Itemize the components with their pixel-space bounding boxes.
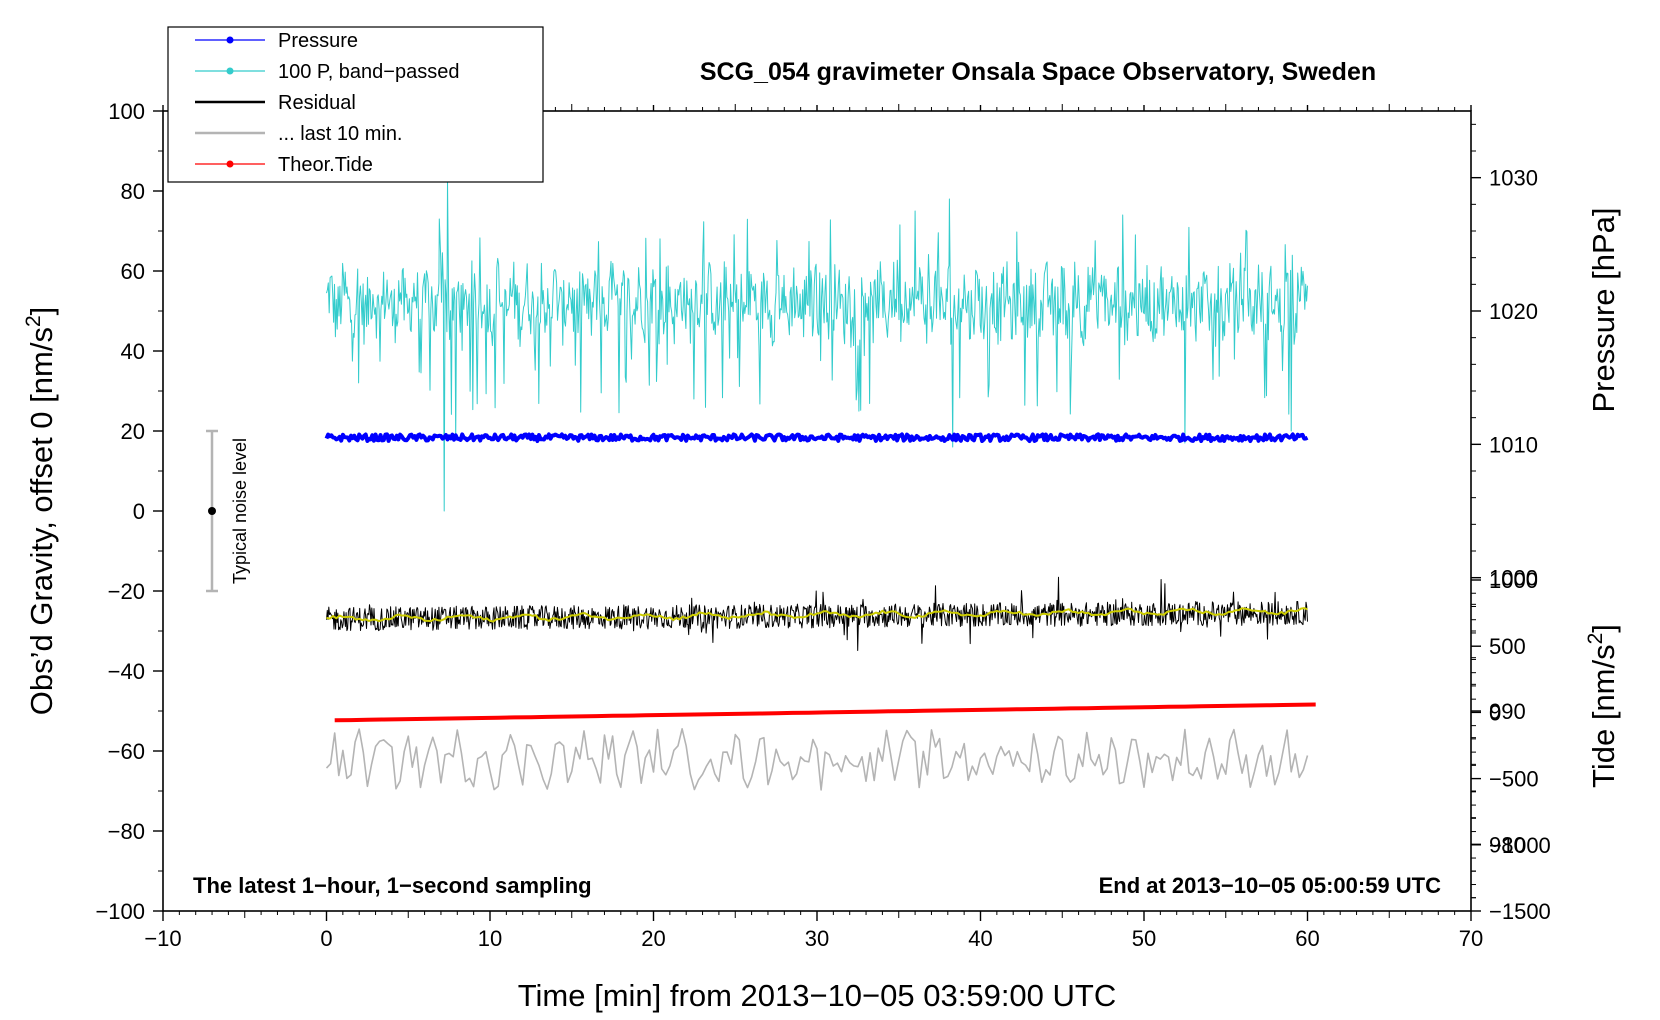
legend-marker (226, 67, 234, 75)
y-axis-label-tide-main: Tide [nm/s (1586, 644, 1621, 788)
legend-label: 100 P, band−passed (278, 61, 459, 83)
tide-tick-label: 500 (1489, 634, 1526, 659)
y-tick-label: −40 (108, 659, 145, 684)
y-tick-label: 20 (121, 419, 145, 444)
legend-label: Theor.Tide (278, 154, 373, 176)
tide-tick-label: −1000 (1489, 833, 1551, 858)
x-tick-label: 0 (320, 926, 332, 951)
x-axis-label: Time [min] from 2013−10−05 03:59:00 UTC (518, 978, 1117, 1013)
pressure-tick-label: 1010 (1489, 432, 1538, 457)
x-tick-label: 50 (1132, 926, 1156, 951)
y-axis-label-pressure: Pressure [hPa] (1586, 207, 1621, 412)
noise-level-label: Typical noise level (230, 438, 250, 584)
x-tick-label: 20 (641, 926, 665, 951)
y-tick-label: 60 (121, 259, 145, 284)
y-tick-label: 0 (133, 499, 145, 524)
y-axis-label-left-sup: 2 (22, 315, 45, 327)
pressure-series (324, 432, 1309, 443)
y-tick-label: 40 (121, 339, 145, 364)
y-tick-label: 100 (108, 99, 145, 124)
note-right: End at 2013−10−05 05:00:59 UTC (1099, 873, 1442, 898)
last10-series (325, 728, 1309, 791)
plot-frame (162, 110, 1472, 912)
x-tick-label: 10 (478, 926, 502, 951)
y-axis-label-left-end: ] (24, 307, 59, 316)
tide-tick-label: 0 (1489, 700, 1501, 725)
noise-center-dot (208, 507, 216, 515)
y-tick-label: −80 (108, 819, 145, 844)
y-axis-label-left: Obs’d Gravity, offset 0 [nm/s2] (22, 307, 59, 716)
y-tick-label: −100 (95, 899, 145, 924)
legend: Pressure 100 P, band−passed Residual ... la… (167, 26, 544, 183)
legend-marker (226, 160, 234, 168)
note-left: The latest 1−hour, 1−second sampling (193, 873, 592, 898)
y-tick-label: −60 (108, 739, 145, 764)
y-axis-label-tide-end: ] (1586, 624, 1621, 633)
y-tick-label: 80 (121, 179, 145, 204)
tick-layer: −10 0 10 20 30 40 50 60 70100806040200−20−40−60−… (95, 99, 1550, 951)
x-tick-label: 30 (805, 926, 829, 951)
bandpassed-series (326, 178, 1308, 512)
x-tick-label: 40 (968, 926, 992, 951)
tide-series (334, 702, 1316, 723)
chart-title: SCG_054 gravimeter Onsala Space Observat… (700, 58, 1376, 86)
residual-smoothed-series (326, 607, 1308, 623)
series-layer (324, 178, 1316, 791)
pressure-tick-label: 990 (1489, 699, 1526, 724)
legend-items: Pressure 100 P, band−passed Residual ... la… (195, 30, 459, 176)
y-axis-label-tide: Tide [nm/s2] (1584, 624, 1621, 788)
y-axis-label-left-main: Obs’d Gravity, offset 0 [nm/s (24, 327, 59, 715)
legend-label: Residual (278, 92, 356, 114)
noise-level-indicator: Typical noise level (206, 429, 250, 593)
tide-tick-label: −1500 (1489, 899, 1551, 924)
x-tick-label: −10 (144, 926, 181, 951)
tide-tick-label: 1000 (1489, 568, 1538, 593)
legend-box (167, 26, 544, 183)
legend-marker (226, 36, 234, 44)
y-tick-label: −20 (108, 579, 145, 604)
pressure-tick-label: 1030 (1489, 166, 1538, 191)
tide-tick-label: −500 (1489, 767, 1539, 792)
x-tick-label: 70 (1459, 926, 1483, 951)
y-axis-label-tide-sup: 2 (1584, 633, 1607, 645)
pressure-tick-label: 1020 (1489, 299, 1538, 324)
pressure-tick-label: 980 (1489, 832, 1526, 857)
legend-label: Pressure (278, 30, 358, 52)
legend-label: ... last 10 min. (278, 123, 403, 145)
pressure-tick-label: 1000 (1489, 566, 1538, 591)
x-tick-label: 60 (1295, 926, 1319, 951)
